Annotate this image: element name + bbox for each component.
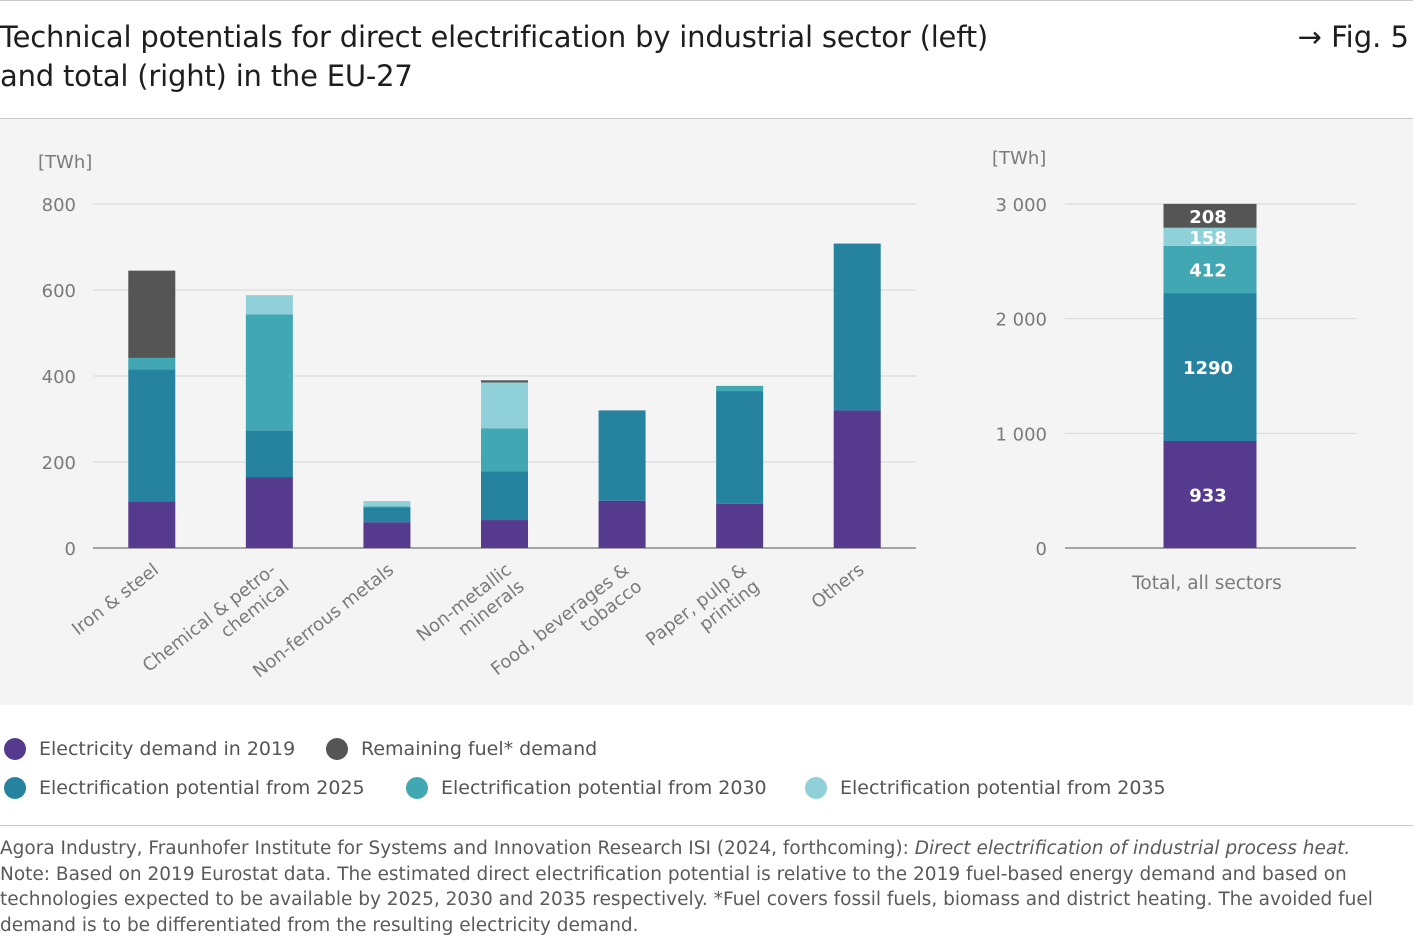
- legend-item-potential-2025: Electrification potential from 2025: [4, 777, 365, 799]
- legend-label: Electrification potential from 2025: [39, 777, 365, 799]
- x-tick-label-line: Others: [808, 559, 869, 613]
- y-tick-label: 2 000: [995, 310, 1047, 331]
- legend-label: Electricity demand in 2019: [39, 738, 296, 760]
- legend-swatch: [4, 738, 26, 760]
- y-tick-label: 3 000: [995, 195, 1047, 216]
- y-tick-label: 800: [42, 195, 76, 216]
- source-publication-title: Direct electrification of industrial pro…: [914, 838, 1351, 859]
- data-label: 412: [1189, 260, 1227, 281]
- data-label: 1290: [1183, 358, 1233, 379]
- bar-segment-electricity-demand-in-2019: [245, 477, 293, 548]
- legend-label: Remaining fuel* demand: [361, 738, 598, 760]
- y-tick-label: 0: [65, 539, 76, 560]
- y-axis-label: [TWh]: [38, 152, 92, 173]
- bar-segment-electrification-potential-from-2025: [833, 243, 881, 411]
- figure-number: → Fig. 5: [1297, 20, 1409, 54]
- bar-segment-electricity-demand-in-2019: [363, 522, 411, 548]
- y-tick-label: 400: [42, 367, 76, 388]
- y-tick-label: 600: [42, 281, 76, 302]
- bar-segment-electrification-potential-from-2030: [716, 385, 764, 392]
- bar-segment-electricity-demand-in-2019: [128, 501, 176, 548]
- title-divider: [0, 118, 1413, 119]
- bar-segment-electrification-potential-from-2025: [716, 391, 764, 504]
- source-note: Agora Industry, Fraunhofer Institute for…: [0, 836, 1405, 938]
- y-tick-label: 0: [1036, 539, 1047, 560]
- legend-swatch: [406, 777, 428, 799]
- bar-segment-electricity-demand-in-2019: [598, 500, 646, 548]
- bar-segment-electrification-potential-from-2035: [481, 382, 528, 429]
- bar-segment-electricity-demand-in-2019: [716, 503, 764, 548]
- bar-segment-electrification-potential-from-2030: [245, 314, 293, 431]
- bar-segment-electrification-potential-from-2025: [481, 471, 528, 521]
- bar-segment-electrification-potential-from-2030: [481, 428, 528, 472]
- chart-title: Technical potentials for direct electrif…: [0, 18, 1100, 96]
- bar-segment-electrification-potential-from-2025: [1163, 293, 1257, 442]
- top-rule: [0, 0, 1413, 1]
- legend-swatch: [805, 777, 827, 799]
- bar-segment-remaining-fuel-demand: [481, 380, 528, 383]
- bar-segment-electrification-potential-from-2025: [598, 410, 646, 501]
- title-line-1: Technical potentials for direct electrif…: [0, 20, 988, 54]
- bar-segment-electrification-potential-from-2030: [128, 357, 176, 370]
- data-label: 208: [1189, 207, 1227, 228]
- bar-segment-electricity-demand-in-2019: [481, 520, 528, 548]
- x-tick-label: Total, all sectors: [1131, 573, 1281, 594]
- bar-segment-remaining-fuel-demand: [1163, 203, 1257, 228]
- bar-segment-electricity-demand-in-2019: [833, 410, 881, 548]
- bar-segment-electrification-potential-from-2030: [1163, 245, 1257, 294]
- bar-segment-electrification-potential-from-2030: [363, 506, 411, 508]
- legend-item-potential-2030: Electrification potential from 2030: [406, 777, 767, 799]
- x-tick-label: Others: [808, 559, 869, 613]
- bar-segment-electrification-potential-from-2035: [245, 295, 293, 315]
- bar-segment-electrification-potential-from-2025: [128, 369, 176, 502]
- y-tick-label: 200: [42, 453, 76, 474]
- y-axis-label: [TWh]: [992, 148, 1046, 169]
- bar-segment-electricity-demand-in-2019: [1163, 441, 1257, 548]
- legend-label: Electrification potential from 2030: [441, 777, 767, 799]
- bar-segment-electrification-potential-from-2025: [245, 430, 293, 478]
- legend-item-potential-2035: Electrification potential from 2035: [805, 777, 1166, 799]
- legend-item-remaining-fuel: Remaining fuel* demand: [326, 738, 597, 760]
- y-tick-label: 1 000: [995, 424, 1047, 445]
- legend-swatch: [4, 777, 26, 799]
- legend: Electricity demand in 2019 Remaining fue…: [0, 730, 1413, 810]
- title-line-2: and total (right) in the EU-27: [0, 59, 413, 93]
- source-citation: Agora Industry, Fraunhofer Institute for…: [0, 838, 915, 859]
- data-label: 933: [1189, 486, 1227, 507]
- bar-segment-electrification-potential-from-2035: [363, 501, 411, 507]
- bar-segment-electrification-potential-from-2025: [363, 507, 411, 523]
- data-label: 158: [1189, 228, 1227, 249]
- x-tick-label: Paper, pulp &printing: [642, 559, 764, 667]
- legend-swatch: [326, 738, 348, 760]
- source-divider: [0, 825, 1413, 826]
- legend-label: Electrification potential from 2035: [840, 777, 1166, 799]
- x-tick-label: Iron & steel: [68, 559, 163, 639]
- x-tick-label-line: Iron & steel: [68, 559, 163, 639]
- bar-segment-electrification-potential-from-2035: [1163, 227, 1257, 246]
- bar-segment-remaining-fuel-demand: [128, 270, 176, 358]
- source-methodology-note: Note: Based on 2019 Eurostat data. The e…: [0, 863, 1373, 936]
- legend-item-electricity-2019: Electricity demand in 2019: [4, 738, 295, 760]
